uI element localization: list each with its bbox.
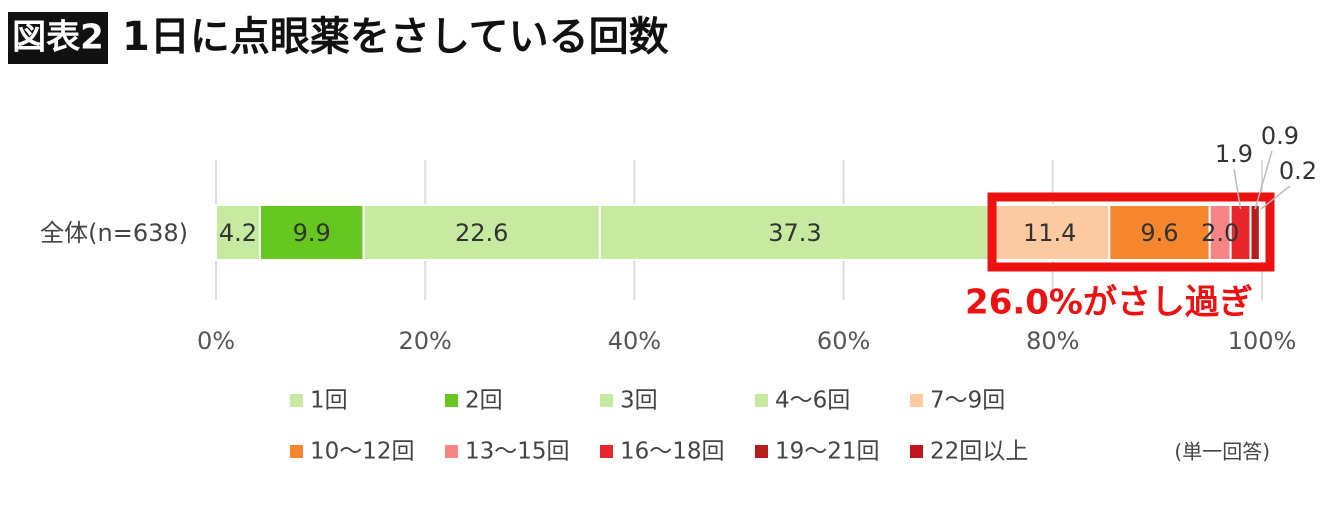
leader-line (1254, 150, 1273, 210)
x-tick-label: 100% (1228, 327, 1297, 355)
data-label: 0.9 (1261, 122, 1299, 150)
note: (単一回答) (1174, 440, 1270, 464)
callout: 26.0%がさし過ぎ (965, 283, 1253, 323)
chart-title: 1日に点眼薬をさしている回数 (122, 14, 669, 60)
legend-label: 22回以上 (930, 439, 1028, 465)
legend-label: 4〜6回 (775, 388, 850, 414)
bar-segment (1108, 204, 1211, 261)
legend-swatch (755, 445, 768, 458)
legend-label: 13〜15回 (465, 439, 570, 465)
bar-segment (362, 204, 601, 261)
legend-label: 19〜21回 (775, 439, 880, 465)
category-label: 全体(n=638) (40, 219, 188, 247)
legend-swatch (600, 394, 613, 407)
badge-bg (8, 12, 108, 64)
x-tick-label: 60% (817, 327, 870, 355)
leader-line (1260, 185, 1291, 210)
data-label: 9.9 (293, 219, 331, 247)
legend-swatch (910, 445, 923, 458)
x-tick-label: 80% (1026, 327, 1079, 355)
legend-swatch (445, 394, 458, 407)
legend-label: 7〜9回 (930, 388, 1005, 414)
badge: 図表2 (12, 18, 104, 58)
x-tick-label: 0% (197, 327, 235, 355)
legend-swatch (910, 394, 923, 407)
callout-box (987, 192, 1275, 272)
x-tick-label: 40% (608, 327, 661, 355)
data-label: 9.6 (1140, 219, 1178, 247)
bar-segment (258, 204, 365, 261)
legend-swatch (290, 394, 303, 407)
data-label: 2.0 (1201, 219, 1239, 247)
data-label: 37.3 (768, 219, 821, 247)
legend-swatch (290, 445, 303, 458)
legend-label: 2回 (465, 388, 503, 414)
legend-swatch (755, 394, 768, 407)
bar-segment (989, 204, 1111, 261)
data-label: 1.9 (1215, 140, 1253, 168)
data-label: 0.2 (1279, 157, 1317, 185)
legend-swatch (445, 445, 458, 458)
leader-line (1233, 168, 1242, 210)
bar-segment (1249, 204, 1261, 261)
bar-segment (598, 204, 992, 261)
legend-label: 1回 (310, 388, 348, 414)
legend-label: 10〜12回 (310, 439, 415, 465)
data-label: 22.6 (455, 219, 508, 247)
legend-swatch (600, 445, 613, 458)
x-tick-label: 20% (399, 327, 452, 355)
bar-segment (1258, 204, 1263, 261)
legend-label: 16〜18回 (620, 439, 725, 465)
legend-label: 3回 (620, 388, 658, 414)
data-label: 4.2 (219, 219, 257, 247)
data-label: 11.4 (1023, 219, 1076, 247)
